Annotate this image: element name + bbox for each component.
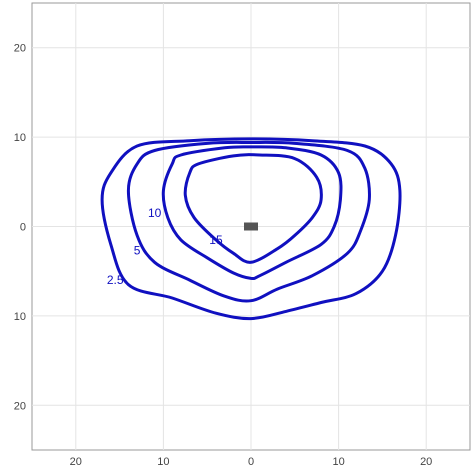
y-tick-label: 20 [14, 400, 26, 412]
x-tick-label: 20 [420, 456, 432, 468]
y-tick-label: 10 [14, 311, 26, 323]
contour-label-15: 15 [209, 233, 223, 247]
contour-line-10 [161, 145, 343, 281]
contour-label-10: 10 [148, 206, 162, 220]
contours [100, 137, 402, 321]
contour-line-2-5 [100, 137, 402, 321]
y-tick-label: 10 [14, 132, 26, 144]
contour-label-5: 5 [134, 244, 141, 258]
x-tick-label: 20 [70, 456, 82, 468]
x-tick-label: 10 [157, 456, 169, 468]
source-marker-layer [244, 222, 258, 231]
grid [32, 3, 470, 450]
source-marker [244, 222, 258, 231]
contour-labels: 2.5 5 10 15 [107, 206, 223, 287]
y-tick-label: 20 [14, 43, 26, 55]
contour-line-5 [126, 140, 371, 303]
x-tick-label: 0 [248, 456, 254, 468]
contour-line-15 [183, 153, 323, 264]
tick-labels: 20 10 0 10 20 20 10 0 10 20 [14, 43, 433, 468]
y-tick-label: 0 [20, 222, 26, 234]
contour-label-2-5: 2.5 [107, 273, 124, 287]
x-tick-label: 10 [332, 456, 344, 468]
